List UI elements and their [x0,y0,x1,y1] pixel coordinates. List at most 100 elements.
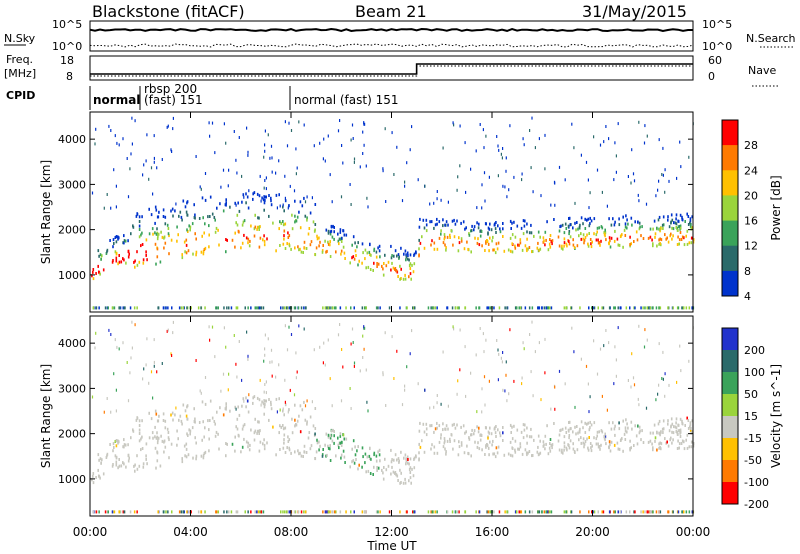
velocity-cell [454,426,457,430]
power-cell [267,133,269,137]
velocity-cell [574,405,576,409]
velocity-cell [138,464,141,468]
power-cell [321,249,324,253]
power-cell [265,195,267,199]
velocity-cell [200,510,202,514]
velocity-cell [127,454,130,458]
power-cell [115,240,118,244]
power-cell [204,198,207,202]
velocity-cell [296,370,298,374]
velocity-cell [125,465,127,469]
power-cell [396,254,398,258]
power-cell [223,122,225,126]
velocity-cell [603,436,606,440]
power-cell [260,306,263,310]
power-cell [308,227,311,230]
power-cell [613,223,616,227]
velocity-cell [228,510,230,514]
velocity-cell [587,382,589,386]
power-cell [458,236,460,240]
power-cell [589,216,591,220]
power-cell [454,222,457,226]
velocity-cell [188,428,190,432]
velocity-cell [675,426,678,430]
power-cell [485,241,487,245]
power-cell [284,120,286,124]
velocity-cell [329,447,331,451]
velocity-cell [235,425,237,429]
velocity-cell [318,448,320,452]
power-cell [514,246,517,250]
power-cell [509,236,512,240]
velocity-cell [485,444,487,448]
velocity-cell [519,442,522,446]
power-cell [646,306,648,310]
velocity-cell [357,445,359,449]
velocity-cell [247,410,250,414]
velocity-cell [264,383,266,386]
power-cell [150,166,153,170]
power-cell [559,225,561,229]
colorbar-tick-label: -50 [744,454,762,467]
power-cell [122,306,124,310]
velocity-cell [353,361,356,365]
velocity-cell [436,510,438,514]
power-cell [182,306,185,310]
velocity-cell [434,510,437,514]
power-cell [164,222,167,226]
velocity-cell [153,338,155,342]
power-cell [498,306,501,310]
power-cell [657,188,659,192]
power-cell [230,306,233,310]
velocity-cell [462,424,465,428]
power-cell [384,127,386,131]
power-cell [407,254,409,257]
power-cell [391,131,393,135]
velocity-cell [377,466,380,470]
velocity-cell [498,510,501,514]
power-cell [590,242,592,246]
power-cell [669,234,671,238]
velocity-cell [661,377,663,380]
power-cell [537,306,539,310]
power-cell [172,116,174,120]
velocity-cell [510,431,512,434]
power-cell [526,249,528,253]
velocity-cell [409,352,411,356]
power-cell [664,233,666,237]
velocity-cell [618,447,621,451]
velocity-cell [571,326,573,330]
power-cell [404,273,406,277]
power-cell [531,250,533,254]
power-cell [677,225,680,229]
velocity-cell [225,402,227,406]
velocity-cell [496,339,498,342]
power-cell [495,231,497,234]
velocity-cell [219,406,221,410]
velocity-cell [504,389,506,393]
power-cell [327,242,330,246]
velocity-cell [534,350,536,354]
velocity-cell [170,352,172,356]
velocity-cell [674,425,677,429]
power-cell [283,234,285,238]
velocity-cell [265,399,267,403]
power-cell [570,306,573,310]
velocity-cell [563,435,566,439]
velocity-cell [243,423,246,427]
freq-tick-top: 18 [60,54,74,67]
velocity-cell [470,433,472,437]
power-cell [484,222,487,226]
power-cell [662,223,665,227]
velocity-cell [293,393,296,397]
power-cell [683,236,685,240]
velocity-cell [202,420,204,424]
velocity-cell [631,352,633,356]
power-cell [430,243,432,247]
velocity-cell [140,448,142,452]
power-cell [460,239,463,243]
velocity-cell [118,347,120,351]
power-cell [243,219,246,223]
velocity-cell [491,443,493,447]
power-cell [286,144,289,148]
